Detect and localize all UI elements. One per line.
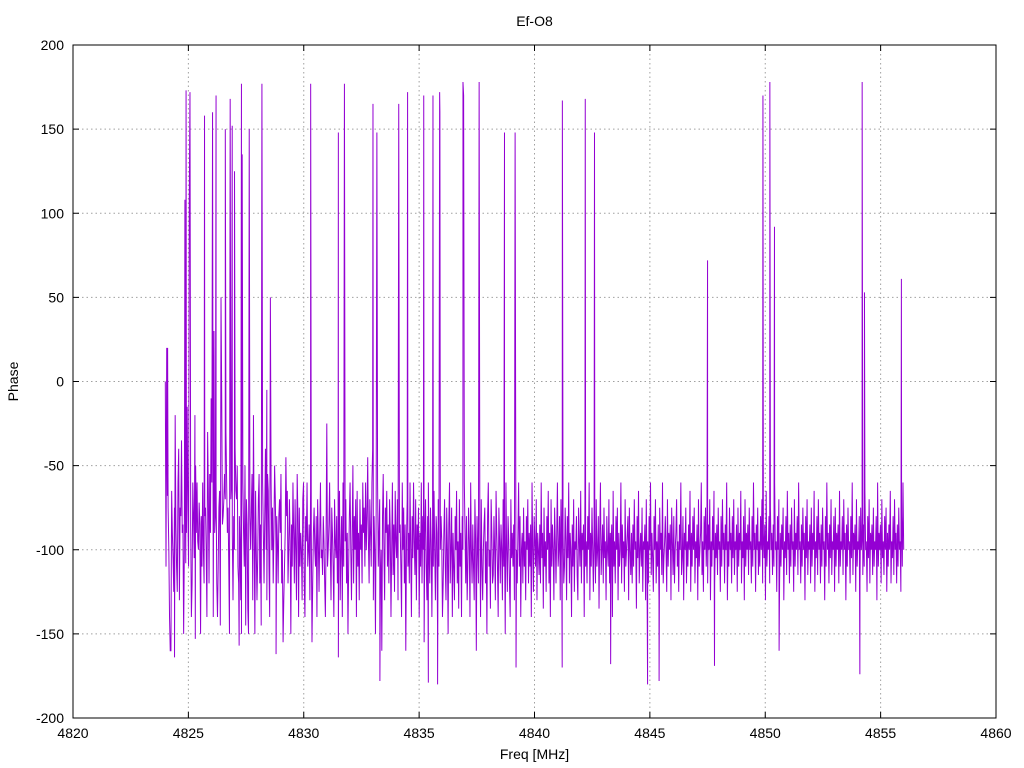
y-tick-label: 100 [41,205,65,221]
y-tick-label: 50 [48,289,64,305]
y-tick-label: -200 [36,710,64,726]
plot-frame [72,44,997,719]
y-tick-label: -100 [36,542,64,558]
y-tick-label: 150 [41,121,65,137]
x-tick-label: 4830 [288,725,319,741]
x-tick-label: 4835 [404,725,435,741]
y-axis-label: Phase [5,361,21,401]
x-axis-label: Freq [MHz] [500,746,569,762]
tick-labels: 4820 4825 4830 4835 4840 4845 4850 4855 4860 -200… [36,37,1012,741]
x-tick-label: 4855 [865,725,896,741]
y-tick-label: 0 [56,374,64,390]
x-tick-label: 4820 [57,725,88,741]
y-tick-label: 200 [41,37,65,53]
x-tick-label: 4850 [750,725,781,741]
x-tick-label: 4825 [173,725,204,741]
data-layer [164,81,905,685]
phase-series-line [164,81,905,685]
x-tick-label: 4840 [519,725,550,741]
x-tick-label: 4860 [980,725,1011,741]
chart-title: Ef-O8 [516,13,553,29]
x-tick-label: 4845 [634,725,665,741]
y-tick-label: -50 [44,458,64,474]
y-tick-label: -150 [36,626,64,642]
